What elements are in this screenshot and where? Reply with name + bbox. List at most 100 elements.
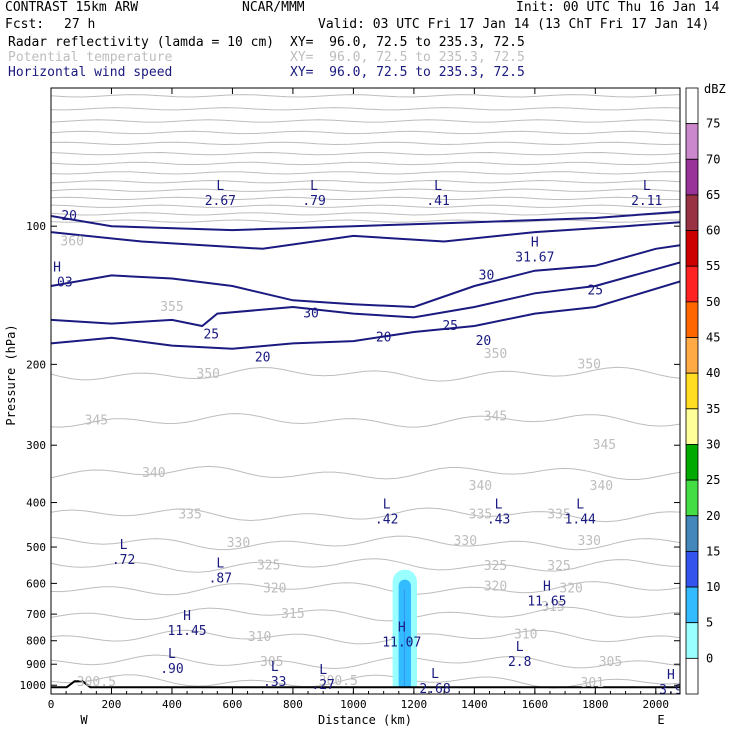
wind-label: 25: [203, 327, 219, 342]
extremum-letter: L: [271, 660, 279, 675]
x-end-east: E: [657, 713, 664, 727]
theta-label: 340: [142, 466, 165, 481]
extremum-letter: H: [667, 668, 675, 683]
colorbar-swatch: [685, 265, 699, 303]
colorbar-swatch: [685, 123, 699, 160]
wind-label: 30: [479, 268, 495, 283]
theta-contour: [51, 606, 680, 622]
x-tick-label: 200: [102, 698, 122, 711]
theta-contour-strat: [51, 204, 680, 208]
extremum-letter: L: [576, 497, 584, 512]
colorbar-unit: dBZ: [704, 82, 726, 96]
field-name-theta: Potential temperature: [8, 50, 173, 65]
colorbar-swatch: [685, 230, 699, 267]
extremum-letter: L: [383, 497, 391, 512]
theta-label: 335: [178, 508, 201, 523]
extremum-value: 31.67: [515, 251, 554, 266]
field-name-wind: Horizontal wind speed: [8, 65, 173, 80]
theta-label: 335: [469, 508, 492, 523]
y-tick-label: 500: [26, 541, 46, 554]
extremum-letter: L: [516, 640, 524, 655]
theta-label: 345: [484, 410, 507, 425]
colorbar-label: 15: [706, 544, 720, 558]
extremum-value: 2.67: [205, 194, 236, 209]
y-tick-label: 600: [26, 577, 46, 590]
extremum-letter: L: [319, 663, 327, 678]
theta-label: 325: [547, 559, 570, 574]
theta-contour-strat: [51, 119, 680, 123]
theta-contour-strat: [51, 188, 680, 192]
y-tick-label: 100: [26, 220, 46, 233]
theta-label: 360: [60, 235, 83, 250]
theta-contour: [51, 629, 680, 645]
theta-contour-strat: [51, 196, 680, 200]
x-tick-label: 400: [162, 698, 182, 711]
extremum-letter: L: [431, 667, 439, 682]
theta-contour: [51, 366, 680, 382]
colorbar-label: 0: [706, 651, 713, 665]
theta-contour-strat: [51, 141, 680, 146]
extremum-letter: H: [53, 260, 61, 275]
theta-label: 340: [590, 479, 613, 494]
theta-label: 345: [593, 438, 616, 453]
theta-label: 310: [514, 627, 537, 642]
x-tick-label: 1400: [461, 698, 488, 711]
model-title: CONTRAST 15km ARW: [5, 0, 139, 15]
wind-contour: [51, 221, 680, 250]
theta-label: 325: [484, 559, 507, 574]
extremum-letter: L: [168, 647, 176, 662]
extremum-value: 11.07: [382, 636, 421, 651]
extremum-value: .79: [302, 194, 325, 209]
theta-contour-strat: [51, 179, 680, 184]
extremum-value: .90: [160, 662, 183, 677]
wind-contour: [51, 261, 680, 328]
x-end-west: W: [80, 713, 88, 727]
x-tick-label: 600: [223, 698, 243, 711]
theta-contour: [51, 654, 680, 670]
colorbar-label: 30: [706, 437, 720, 451]
wind-label: 20: [376, 331, 392, 346]
wind-label: 20: [255, 350, 271, 365]
extremum-letter: L: [643, 179, 651, 194]
extremum-value: 1.44: [565, 512, 596, 527]
theta-label: 320: [263, 581, 286, 596]
extremum-value: 2.68: [419, 682, 450, 697]
y-tick-label: 700: [26, 608, 46, 621]
theta-label: 325: [257, 558, 280, 573]
wind-label: 25: [587, 283, 603, 298]
extremum-letter: L: [310, 179, 318, 194]
colorbar-label: 20: [706, 509, 720, 523]
theta-label: 340: [469, 479, 492, 494]
theta-label: 350: [484, 347, 507, 362]
theta-contour-strat: [51, 151, 680, 156]
y-tick-label: 800: [26, 635, 46, 648]
x-tick-label: 800: [283, 698, 303, 711]
field-xy-theta: XY= 96.0, 72.5 to 235.3, 72.5: [290, 50, 525, 65]
colorbar-swatch: [685, 479, 699, 517]
x-tick-label: 1200: [401, 698, 428, 711]
colorbar-swatch: [685, 337, 699, 374]
colorbar-label: 65: [706, 188, 720, 202]
theta-contour: [51, 581, 680, 596]
theta-label: 315: [541, 600, 564, 615]
theta-label: 330: [578, 534, 601, 549]
extremum-value: 2.11: [631, 194, 662, 209]
wind-contour: [51, 210, 680, 232]
theta-contour-strat: [51, 94, 680, 98]
theta-label: 300.5: [319, 674, 358, 689]
theta-contour: [51, 507, 680, 523]
wind-label: 20: [61, 209, 77, 224]
theta-contour: [51, 558, 680, 573]
colorbar-label: 70: [706, 152, 720, 166]
theta-label: 305: [599, 655, 622, 670]
theta-contour: [51, 674, 680, 689]
colorbar-swatch: [685, 444, 699, 481]
extremum-value: .72: [112, 553, 135, 568]
theta-label: 300.5: [77, 675, 116, 690]
extremum-value: .41: [426, 194, 449, 209]
extremum-letter: H: [543, 580, 551, 595]
colorbar-swatch: [685, 515, 699, 552]
theta-label: 315: [281, 607, 304, 622]
theta-contour-strat: [51, 212, 680, 216]
